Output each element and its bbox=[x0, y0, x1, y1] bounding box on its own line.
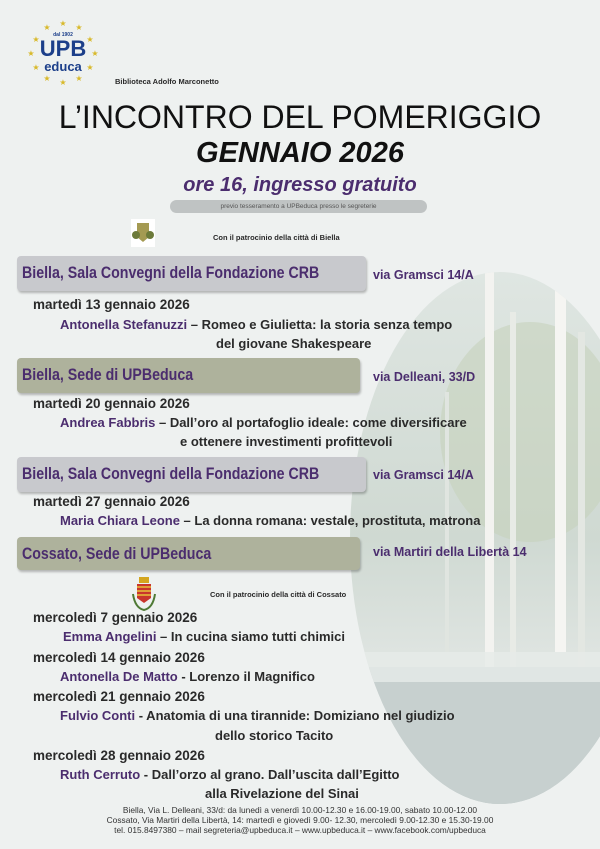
event-talk: Antonella Stefanuzzi – Romeo e Giulietta… bbox=[60, 317, 453, 332]
time-info: ore 16, ingresso gratuito bbox=[183, 174, 417, 196]
event-date: martedì 13 gennaio 2026 bbox=[33, 297, 190, 312]
footer-line: Cossato, Via Martiri della Libertà, 14: … bbox=[106, 815, 494, 825]
event-talk: Antonella De Matto - Lorenzo il Magnific… bbox=[60, 669, 315, 684]
event-talk: Fulvio Conti - Anatomia di una tirannide… bbox=[60, 708, 455, 723]
venue-address: via Delleani, 33/D bbox=[373, 370, 476, 384]
footer-line: tel. 015.8497380 – mail segreteria@upbed… bbox=[114, 825, 486, 835]
event-date: mercoledì 28 gennaio 2026 bbox=[33, 748, 205, 763]
eu-stars-icon: ★ ★ ★ ★ ★ ★ ★ ★ ★ ★ ★ ★ bbox=[27, 19, 98, 87]
svg-text:★: ★ bbox=[86, 35, 93, 44]
event-talk-cont: alla Rivelazione del Sinai bbox=[205, 786, 359, 801]
svg-text:★: ★ bbox=[32, 63, 39, 72]
svg-text:★: ★ bbox=[27, 49, 34, 58]
venue-address: via Gramsci 14/A bbox=[373, 268, 474, 282]
footer-line: Biella, Via L. Delleani, 33/d: da lunedì… bbox=[122, 805, 478, 815]
poster-title: L’INCONTRO DEL POMERIGGIO bbox=[58, 99, 542, 135]
venue-bar: Biella, Sede di UPBeduca bbox=[17, 358, 360, 393]
patronage-cossato: Con il patrocinio della città di Cossato bbox=[210, 590, 347, 599]
birch-forest-image bbox=[350, 272, 600, 804]
event-date: mercoledì 7 gennaio 2026 bbox=[33, 610, 198, 625]
venue-bar: Biella, Sala Convegni della Fondazione C… bbox=[17, 256, 366, 291]
venue-bar: Biella, Sala Convegni della Fondazione C… bbox=[17, 457, 366, 492]
upbeduca-logo: ★ ★ ★ ★ ★ ★ ★ ★ ★ ★ ★ ★ dal 1902 UPB educa bbox=[24, 18, 102, 87]
svg-text:★: ★ bbox=[43, 23, 50, 32]
svg-text:★: ★ bbox=[59, 78, 66, 86]
event-talk-cont: dello storico Tacito bbox=[215, 728, 334, 743]
svg-text:★: ★ bbox=[32, 35, 39, 44]
svg-text:★: ★ bbox=[75, 23, 82, 32]
membership-note: previo tesseramento a UPBeduca presso le… bbox=[170, 200, 427, 213]
library-name: Biblioteca Adolfo Marconetto bbox=[115, 77, 219, 86]
svg-text:★: ★ bbox=[91, 49, 98, 58]
event-date: mercoledì 21 gennaio 2026 bbox=[33, 689, 205, 704]
venue-bar: Cossato, Sede di UPBeduca bbox=[17, 537, 360, 570]
patronage-biella: Con il patrocinio della città di Biella bbox=[213, 233, 340, 242]
event-talk-cont: e ottenere investimenti profittevoli bbox=[180, 434, 393, 449]
event-talk: Emma Angelini – In cucina siamo tutti ch… bbox=[63, 629, 345, 644]
svg-text:★: ★ bbox=[59, 19, 66, 28]
event-date: martedì 27 gennaio 2026 bbox=[33, 494, 190, 509]
event-talk: Maria Chiara Leone – La donna romana: ve… bbox=[60, 513, 481, 528]
venue-address: via Martiri della Libertà 14 bbox=[373, 545, 527, 559]
event-date: mercoledì 14 gennaio 2026 bbox=[33, 650, 205, 665]
month-title: GENNAIO 2026 bbox=[196, 137, 404, 169]
event-date: martedì 20 gennaio 2026 bbox=[33, 396, 190, 411]
svg-text:★: ★ bbox=[75, 74, 82, 83]
biella-coat-of-arms-icon bbox=[131, 219, 155, 247]
event-talk: Ruth Cerruto - Dall’orzo al grano. Dall’… bbox=[60, 767, 400, 782]
venue-address: via Gramsci 14/A bbox=[373, 468, 474, 482]
svg-text:★: ★ bbox=[43, 74, 50, 83]
event-talk-cont: del giovane Shakespeare bbox=[216, 336, 372, 351]
cossato-coat-of-arms-icon bbox=[132, 577, 156, 612]
event-talk: Andrea Fabbris – Dall’oro al portafoglio… bbox=[60, 415, 467, 430]
svg-text:★: ★ bbox=[86, 63, 93, 72]
